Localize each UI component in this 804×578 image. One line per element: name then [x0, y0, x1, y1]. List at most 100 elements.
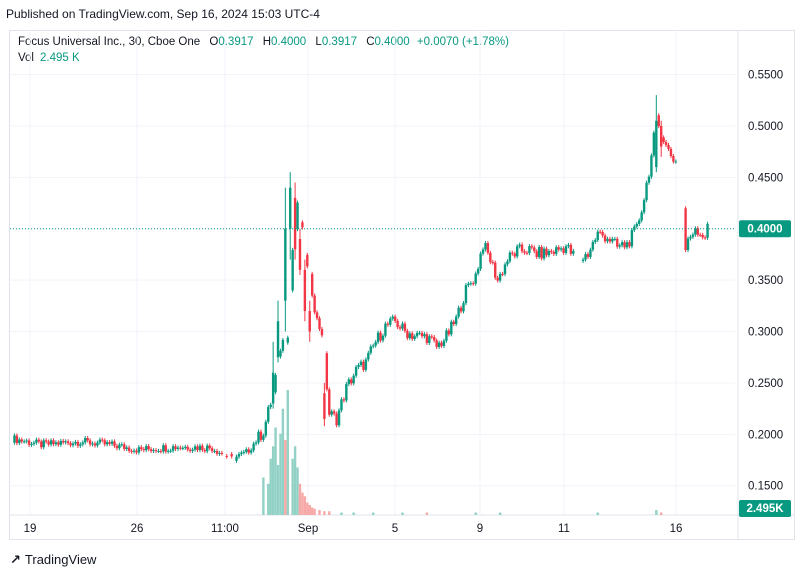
candle-body: [210, 448, 214, 452]
candle-body: [418, 332, 421, 334]
candle-body: [586, 254, 590, 257]
volume-bar: [306, 502, 309, 515]
candle-body: [467, 283, 470, 286]
candle-body: [513, 253, 516, 257]
candle-body: [69, 443, 72, 446]
candle-body: [303, 269, 307, 311]
candle-body: [186, 446, 189, 450]
candle-body: [359, 361, 363, 365]
footer-brand: ↗ TradingView: [10, 552, 96, 568]
candle-body: [342, 399, 346, 401]
candle-body: [674, 161, 678, 163]
candle-body: [384, 323, 387, 336]
candle-body: [15, 435, 19, 444]
candle-body: [706, 223, 709, 238]
candle-body: [105, 442, 109, 445]
candle-body: [638, 220, 641, 224]
volume-bar: [340, 512, 343, 515]
time-tick-label: 5: [392, 523, 398, 535]
open-label: O: [209, 36, 219, 48]
candle-body: [437, 342, 441, 347]
volume-bar: [284, 440, 287, 515]
candle-body: [515, 246, 519, 257]
candle-body: [108, 442, 111, 444]
candle-body: [152, 450, 155, 452]
price-tick-label: 0.1500: [748, 481, 783, 493]
volume-bar: [276, 465, 280, 515]
candle-body: [403, 323, 407, 331]
candle-body: [625, 242, 629, 248]
candle-body: [313, 295, 316, 313]
candle-body: [332, 411, 336, 414]
candle-body: [249, 450, 253, 453]
candles: [13, 95, 709, 463]
candle-body: [620, 242, 624, 246]
change-value: +0.0070 (+1.78%): [416, 36, 509, 48]
published-caption: Published on TradingView.com, Sep 16, 20…: [6, 7, 320, 21]
last-price-badge: 0.4000: [739, 220, 791, 238]
volume-bar: [271, 446, 275, 515]
candle-body: [193, 446, 197, 450]
candle-body: [540, 246, 543, 259]
candle-body: [369, 346, 372, 353]
volume-bar: [301, 492, 304, 515]
candle-body: [452, 321, 455, 325]
candle-body: [628, 242, 631, 247]
candle-body: [689, 236, 692, 239]
last-price-label: 0.4000: [747, 224, 782, 236]
time-tick-label: 11:00: [211, 523, 239, 535]
candle-body: [564, 246, 568, 253]
candle-body: [457, 307, 460, 317]
price-tick-label: 0.3500: [748, 275, 783, 287]
candle-body: [140, 447, 143, 450]
candle-body: [71, 443, 75, 446]
candle-body: [62, 440, 65, 443]
candle-body: [694, 228, 697, 235]
candle-body: [142, 449, 145, 451]
candle-body: [372, 345, 375, 347]
candle-body: [354, 366, 358, 376]
tradingview-logo-icon: ↗: [10, 552, 21, 567]
candle-body: [293, 197, 297, 250]
candle-body: [135, 450, 138, 453]
candle-body: [667, 144, 670, 149]
candle-body: [289, 187, 292, 229]
candle-body: [406, 330, 409, 339]
candle-body: [489, 252, 492, 263]
candle-body: [433, 337, 436, 341]
candle-body: [267, 407, 270, 422]
candle-body: [352, 375, 355, 384]
candle-body: [591, 241, 595, 250]
price-tick-label: 0.3000: [748, 327, 783, 339]
candle-body: [542, 248, 546, 259]
candle-body: [567, 244, 570, 247]
candle-body: [93, 443, 97, 446]
candle-body: [306, 254, 309, 267]
candle-body: [401, 323, 404, 329]
price-tick-label: 0.2500: [748, 378, 783, 390]
candle-body: [662, 137, 665, 143]
candle-body: [79, 444, 82, 446]
candle-body: [301, 222, 304, 228]
candle-body: [225, 455, 228, 457]
candle-body: [555, 247, 558, 254]
volume-value: 2.495 K: [40, 52, 80, 64]
candle-body: [699, 234, 702, 236]
volume-bar: [313, 508, 316, 515]
time-tick-label: 11: [558, 523, 570, 535]
volume-bar: [318, 510, 321, 515]
volume-badge-bg: [739, 500, 791, 517]
candle-body: [528, 246, 531, 254]
candle-body: [481, 249, 485, 254]
candle-body: [264, 421, 268, 436]
volume-bar: [291, 458, 294, 515]
candle-body: [613, 238, 617, 240]
candle-body: [511, 252, 514, 254]
candle-body: [257, 431, 260, 443]
candle-body: [672, 156, 675, 162]
candle-body: [32, 442, 36, 444]
candle-body: [174, 446, 177, 449]
volume-bar: [279, 433, 282, 515]
candle-body: [345, 384, 348, 401]
